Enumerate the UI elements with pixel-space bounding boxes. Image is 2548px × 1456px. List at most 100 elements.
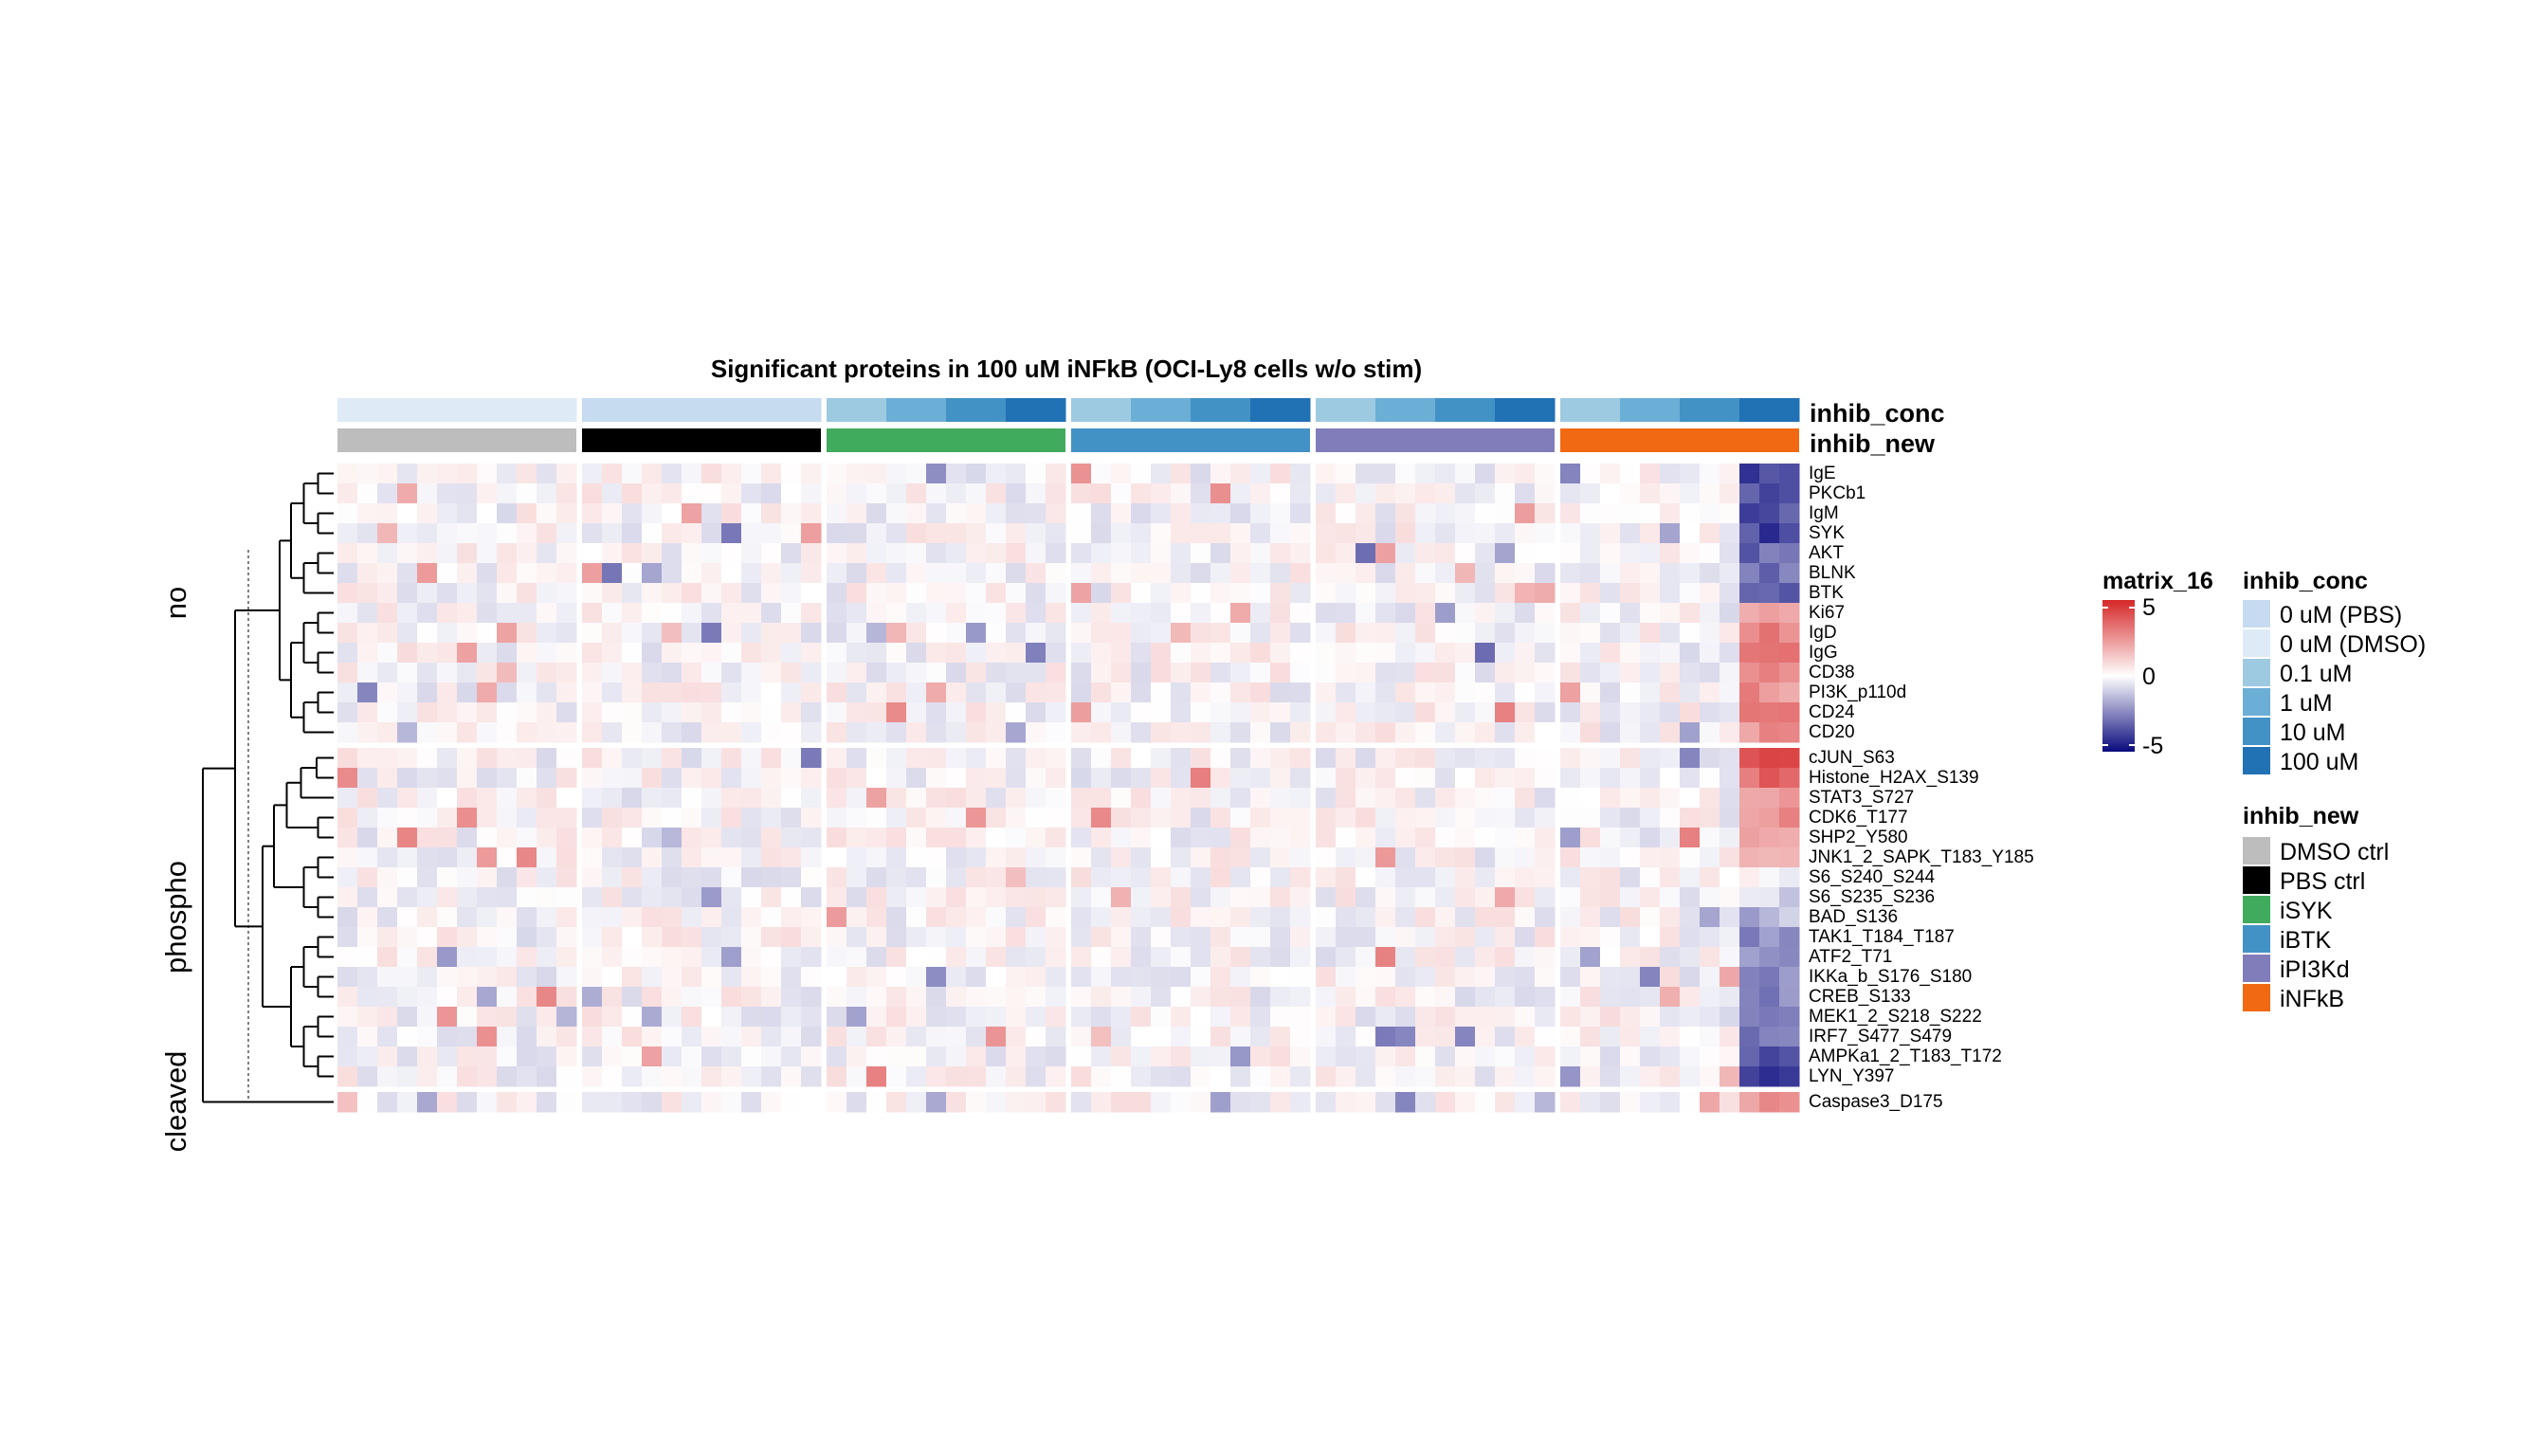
inhib-conc-annotation-cell — [1495, 398, 1556, 422]
heatmap-cell — [1290, 1027, 1311, 1047]
heatmap-cell — [1356, 987, 1376, 1008]
heatmap-cell — [1111, 563, 1132, 584]
heatmap-cell — [886, 663, 907, 683]
heatmap-cell — [622, 464, 643, 484]
heatmap-cell — [1171, 1092, 1192, 1113]
heatmap-cell — [1171, 682, 1192, 703]
heatmap-cell — [377, 828, 398, 848]
heatmap-cell — [1111, 768, 1132, 789]
heatmap-cell — [866, 682, 887, 703]
heatmap-cell — [1026, 1066, 1046, 1087]
heatmap-cell — [1210, 947, 1231, 968]
heatmap-cell — [397, 722, 418, 743]
legend-label: iBTK — [2280, 927, 2332, 954]
heatmap-cell — [1535, 1066, 1556, 1087]
heatmap-cell — [926, 947, 947, 968]
heatmap-cell — [1600, 503, 1621, 524]
heatmap-cell — [1779, 1066, 1800, 1087]
heatmap-cell — [1395, 603, 1416, 624]
heatmap-cell — [866, 1027, 887, 1047]
row-label: IgE — [1809, 464, 1836, 483]
heatmap-cell — [761, 867, 782, 888]
heatmap-cell — [946, 1092, 967, 1113]
heatmap-cell — [761, 987, 782, 1008]
heatmap-cell — [1640, 927, 1661, 948]
heatmap-cell — [1290, 543, 1311, 564]
heatmap-cell — [1046, 583, 1066, 604]
heatmap-cell — [721, 1007, 742, 1028]
heatmap-cell — [1495, 1027, 1516, 1047]
heatmap-cell — [1071, 1066, 1092, 1087]
heatmap-cell — [1026, 748, 1046, 769]
heatmap-cell — [1580, 987, 1601, 1008]
heatmap-cell — [556, 563, 577, 584]
heatmap-cell — [1356, 927, 1376, 948]
heatmap-cell — [1395, 722, 1416, 743]
heatmap-cell — [1210, 583, 1231, 604]
legend-label: DMSO ctrl — [2280, 839, 2389, 865]
heatmap-cell — [1171, 623, 1192, 644]
heatmap-cell — [437, 1007, 458, 1028]
heatmap-cell — [1580, 867, 1601, 888]
heatmap-cell — [1131, 788, 1152, 809]
heatmap-cell — [582, 1007, 603, 1028]
heatmap-cell — [886, 722, 907, 743]
heatmap-cell — [866, 808, 887, 828]
heatmap-cell — [1700, 623, 1720, 644]
heatmap-cell — [497, 583, 518, 604]
heatmap-cell — [1660, 663, 1681, 683]
heatmap-cell — [846, 722, 867, 743]
heatmap-cell — [1660, 867, 1681, 888]
row-label: BAD_S136 — [1809, 907, 1898, 927]
heatmap-cell — [1336, 927, 1356, 948]
heatmap-cell — [477, 967, 498, 988]
heatmap-cell — [1640, 1092, 1661, 1113]
heatmap-cell — [1495, 464, 1516, 484]
heatmap-cell — [1495, 543, 1516, 564]
heatmap-cell — [946, 722, 967, 743]
heatmap-cell — [926, 887, 947, 908]
heatmap-cell — [866, 643, 887, 664]
heatmap-cell — [946, 987, 967, 1008]
heatmap-cell — [337, 1092, 358, 1113]
heatmap-cell — [1535, 464, 1556, 484]
heatmap-cell — [1171, 1007, 1192, 1028]
heatmap-cell — [1779, 663, 1800, 683]
heatmap-cell — [1356, 1046, 1376, 1067]
heatmap-cell — [642, 808, 663, 828]
heatmap-cell — [397, 1027, 418, 1047]
heatmap-cell — [1171, 967, 1192, 988]
heatmap-cell — [457, 543, 478, 564]
heatmap-cell — [1375, 788, 1396, 809]
heatmap-cell — [886, 483, 907, 504]
heatmap-cell — [1091, 543, 1112, 564]
heatmap-cell — [926, 927, 947, 948]
heatmap-cell — [1395, 788, 1416, 809]
heatmap-cell — [846, 563, 867, 584]
heatmap-cell — [1046, 563, 1066, 584]
heatmap-cell — [986, 987, 1007, 1008]
heatmap-cell — [602, 828, 623, 848]
heatmap-cell — [1316, 927, 1337, 948]
heatmap-cell — [1680, 702, 1701, 723]
heatmap-cell — [1091, 1027, 1112, 1047]
heatmap-cell — [602, 682, 623, 703]
heatmap-cell — [1026, 503, 1046, 524]
heatmap-cell — [1700, 643, 1720, 664]
heatmap-cell — [1395, 947, 1416, 968]
heatmap-cell — [582, 1027, 603, 1047]
heatmap-cell — [437, 503, 458, 524]
heatmap-cell — [662, 947, 682, 968]
heatmap-cell — [1660, 1007, 1681, 1028]
heatmap-cell — [926, 523, 947, 544]
heatmap-cell — [1560, 1007, 1581, 1028]
heatmap-cell — [1660, 1066, 1681, 1087]
heatmap-cell — [846, 663, 867, 683]
heatmap-cell — [682, 1046, 702, 1067]
heatmap-cell — [1395, 927, 1416, 948]
heatmap-cell — [1660, 1027, 1681, 1047]
heatmap-cell — [1375, 847, 1396, 868]
heatmap-cell — [1415, 583, 1436, 604]
inhib-conc-annotation-cell — [701, 398, 762, 422]
heatmap-cell — [1336, 603, 1356, 624]
